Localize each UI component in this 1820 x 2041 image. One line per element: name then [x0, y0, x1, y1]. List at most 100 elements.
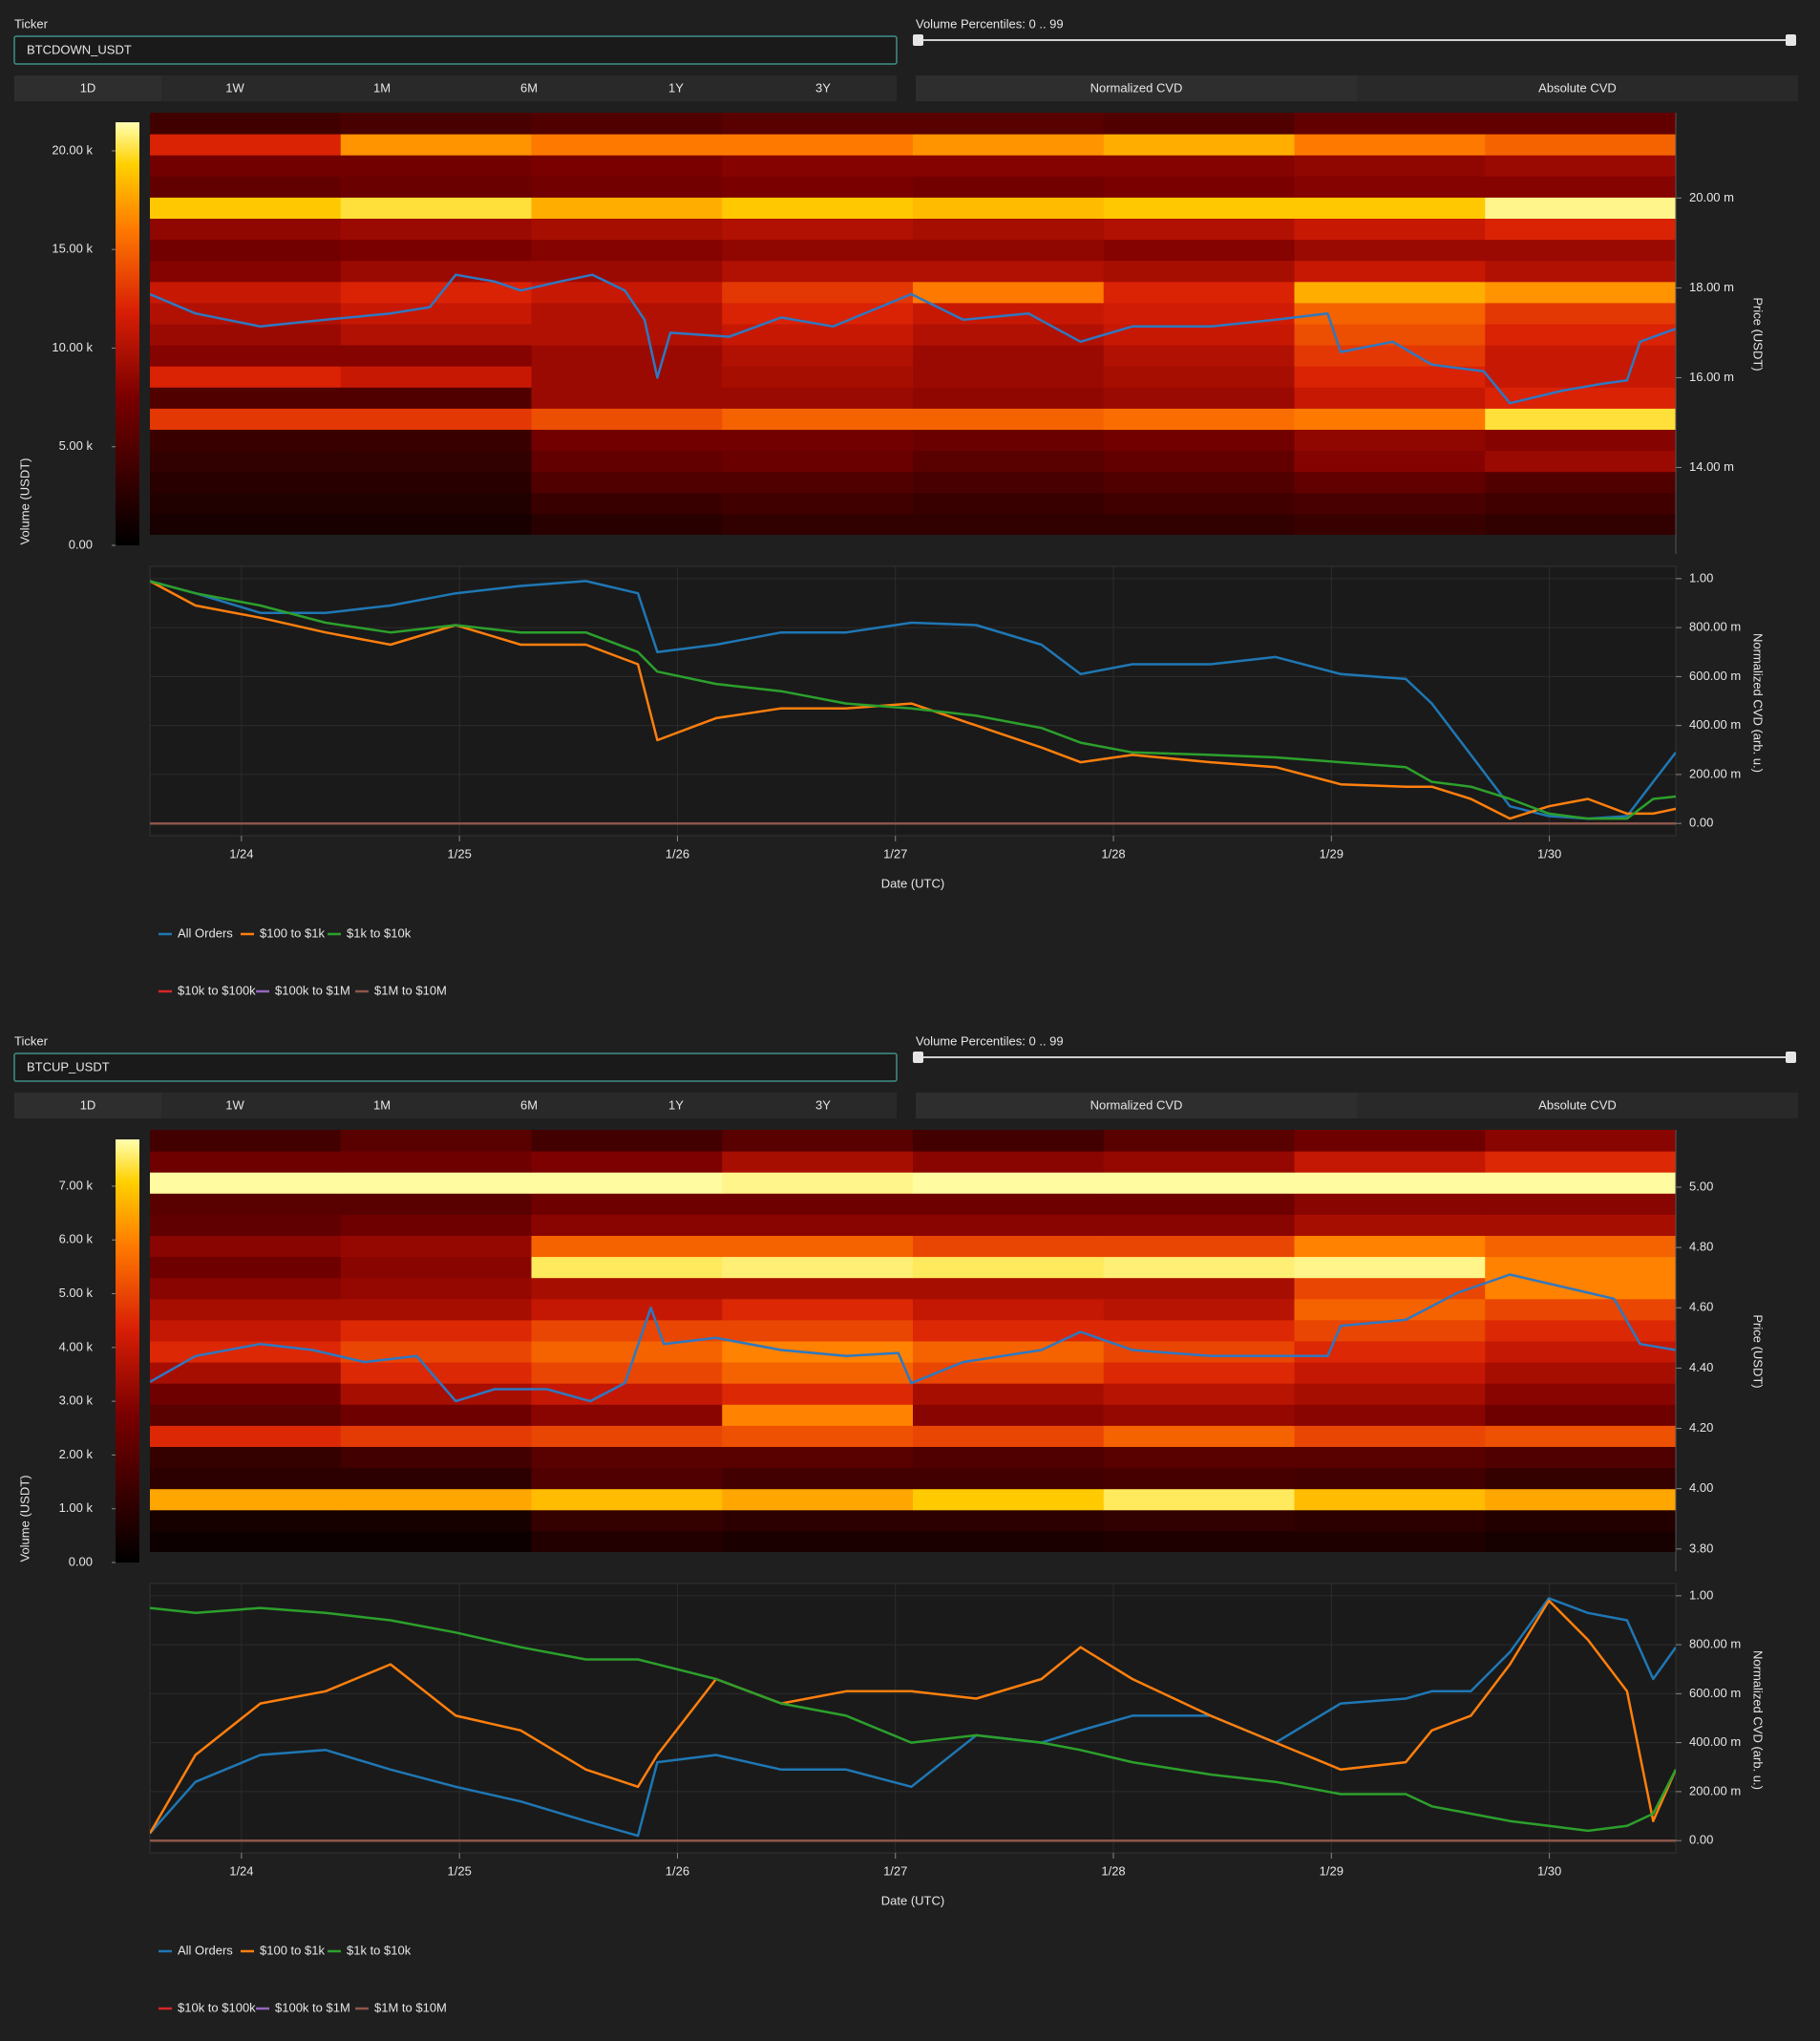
button-label: 1M — [373, 80, 391, 95]
button-bg — [603, 1093, 750, 1118]
button-bg — [455, 75, 603, 101]
heatmap-cell — [1103, 155, 1295, 177]
heatmap-cell — [1294, 1277, 1486, 1300]
heatmap-cell — [1485, 1467, 1676, 1490]
button-bg — [916, 75, 1357, 101]
heatmap-cell — [722, 113, 914, 135]
heatmap-cell — [531, 450, 723, 473]
timeframe-button[interactable]: 1Y — [603, 1093, 750, 1118]
button-label: Normalized CVD — [1090, 1097, 1183, 1112]
heatmap-cell — [1294, 1404, 1486, 1426]
ticker-input[interactable]: BTCDOWN_USDT — [13, 35, 898, 65]
timeframe-button[interactable]: 1W — [161, 75, 308, 101]
heatmap-cell — [913, 1298, 1105, 1321]
heatmap-cell — [531, 1277, 723, 1300]
heatmap-cell — [1485, 324, 1676, 346]
heatmap-cells — [150, 113, 1676, 535]
heatmap-cell — [1485, 197, 1676, 219]
heatmap-cell — [722, 134, 914, 156]
heatmap-cell — [1103, 1362, 1295, 1384]
range-slider[interactable] — [913, 34, 1796, 46]
heatmap-cell — [722, 450, 914, 473]
colorbar-tick-label: 15.00 k — [52, 242, 93, 256]
heatmap-cell — [1294, 239, 1486, 262]
ticker-value: BTCUP_USDT — [27, 1059, 110, 1074]
button-label: Normalized CVD — [1090, 80, 1183, 95]
heatmap-cell — [1294, 1446, 1486, 1469]
heatmap-cell — [340, 1488, 532, 1511]
price-line — [150, 273, 1676, 405]
heatmap-cell — [150, 513, 342, 535]
timeframe-button[interactable]: 3Y — [750, 75, 897, 101]
y-tick-label: 800.00 m — [1689, 1637, 1741, 1651]
colorbar-title: Volume (USDT) — [17, 1475, 32, 1562]
mode-button[interactable]: Absolute CVD — [1357, 75, 1798, 101]
heatmap-cell — [1103, 1488, 1295, 1511]
heatmap-cell — [913, 1172, 1105, 1194]
heatmap-cell — [913, 345, 1105, 367]
heatmap-cell — [150, 387, 342, 409]
heatmap-cell — [722, 1425, 914, 1447]
heatmap-cell — [722, 366, 914, 388]
heatmap-cell — [722, 1488, 914, 1511]
y-tick-label: 400.00 m — [1689, 717, 1741, 732]
heatmap-cell — [722, 1362, 914, 1384]
timeframe-button[interactable]: 3Y — [750, 1093, 897, 1118]
timeframe-button[interactable]: 1D — [14, 1093, 161, 1118]
heatmap-cell — [722, 1256, 914, 1279]
heatmap-cell — [913, 155, 1105, 177]
colorbar-tick-label: 0.00 — [69, 537, 93, 551]
heatmap-cell — [340, 155, 532, 177]
timeframe-button[interactable]: 1W — [161, 1093, 308, 1118]
heatmap-cell — [150, 471, 342, 494]
heatmap-cell — [1485, 513, 1676, 535]
mode-button[interactable]: Normalized CVD — [916, 1093, 1357, 1118]
heatmap-cell — [150, 1214, 342, 1236]
heatmap-cell — [531, 1172, 723, 1194]
heatmap-cell — [340, 1298, 532, 1321]
button-label: 3Y — [815, 80, 831, 95]
button-bg — [455, 1093, 603, 1118]
colorbar — [116, 122, 139, 545]
heatmap-cell — [531, 302, 723, 325]
mode-button[interactable]: Normalized CVD — [916, 75, 1357, 101]
timeframe-button[interactable]: 1M — [308, 1093, 455, 1118]
heatmap-cell — [1103, 302, 1295, 325]
heatmap-cell — [150, 1235, 342, 1258]
timeframe-button[interactable]: 6M — [455, 1093, 603, 1118]
heatmap-cell — [531, 1341, 723, 1363]
heatmap-cell — [1294, 1256, 1486, 1279]
heatmap-cell — [150, 1488, 342, 1511]
heatmap-cell — [1103, 1404, 1295, 1426]
timeframe-button[interactable]: 1Y — [603, 75, 750, 101]
heatmap-cell — [150, 197, 342, 219]
heatmap-cell — [1485, 1509, 1676, 1532]
button-bg — [750, 75, 897, 101]
heatmap-cell — [722, 1235, 914, 1258]
button-bg — [308, 75, 455, 101]
heatmap-cell — [150, 1172, 342, 1194]
heatmap-cell — [722, 302, 914, 325]
y-axis-title: Price (USDT) — [1751, 297, 1766, 371]
series-lines — [150, 1597, 1676, 1842]
heatmap-cell — [150, 155, 342, 177]
y-tick-label: 400.00 m — [1689, 1734, 1741, 1749]
mode-button[interactable]: Absolute CVD — [1357, 1093, 1798, 1118]
heatmap-cell — [722, 1277, 914, 1300]
heatmap-cell — [1485, 345, 1676, 367]
heatmap-cell — [1485, 1383, 1676, 1405]
heatmap-cell — [1294, 387, 1486, 409]
y-tick-label: 1.00 — [1689, 570, 1713, 585]
timeframe-button[interactable]: 6M — [455, 75, 603, 101]
timeframe-button[interactable]: 1M — [308, 75, 455, 101]
heatmap-cell — [340, 218, 532, 241]
heatmap-cell — [150, 408, 342, 430]
heatmap-cell — [340, 113, 532, 135]
heatmap-cell — [531, 366, 723, 388]
heatmap-cell — [913, 513, 1105, 535]
range-slider[interactable] — [913, 1052, 1796, 1063]
heatmap-cell — [150, 176, 342, 198]
heatmap-cell — [531, 1256, 723, 1279]
ticker-input[interactable]: BTCUP_USDT — [13, 1052, 898, 1082]
timeframe-button[interactable]: 1D — [14, 75, 161, 101]
